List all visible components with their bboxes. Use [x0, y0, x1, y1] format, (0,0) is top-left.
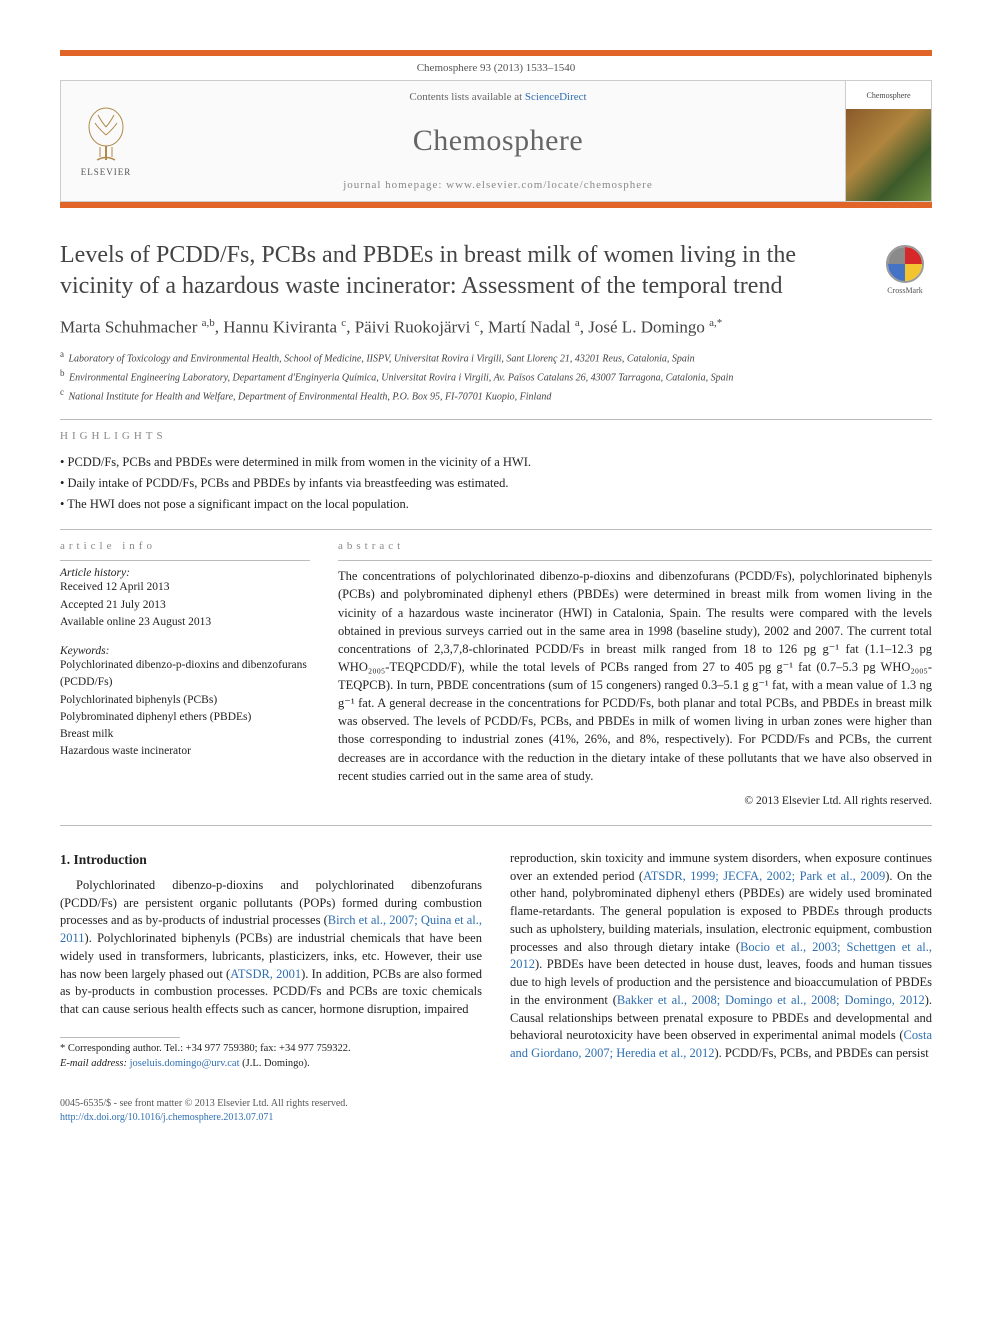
highlight-item: PCDD/Fs, PCBs and PBDEs were determined … — [60, 452, 932, 473]
highlights-label: highlights — [60, 430, 932, 442]
publisher-name: ELSEVIER — [81, 167, 132, 177]
corresponding-footnote: * Corresponding author. Tel.: +34 977 75… — [60, 1042, 482, 1071]
crossmark-badge[interactable]: CrossMark — [878, 244, 932, 301]
history-label: Article history: — [60, 567, 310, 579]
doi-link[interactable]: http://dx.doi.org/10.1016/j.chemosphere.… — [60, 1112, 273, 1123]
bottom-meta: 0045-6535/$ - see front matter © 2013 El… — [60, 1097, 932, 1125]
crossmark-label: CrossMark — [887, 286, 923, 295]
highlight-item: The HWI does not pose a significant impa… — [60, 494, 932, 515]
contents-prefix: Contents lists available at — [409, 91, 524, 103]
journal-cover-thumbnail: Chemosphere — [845, 81, 931, 201]
contents-line: Contents lists available at ScienceDirec… — [151, 91, 845, 103]
history-lines: Received 12 April 2013Accepted 21 July 2… — [60, 579, 310, 631]
highlight-item: Daily intake of PCDD/Fs, PCBs and PBDEs … — [60, 473, 932, 494]
homepage-prefix: journal homepage: — [343, 179, 446, 191]
abstract-copyright: © 2013 Elsevier Ltd. All rights reserved… — [338, 795, 932, 807]
affiliations: a Laboratory of Toxicology and Environme… — [60, 348, 932, 404]
journal-name: Chemosphere — [151, 124, 845, 158]
article-title: Levels of PCDD/Fs, PCBs and PBDEs in bre… — [60, 240, 860, 301]
sciencedirect-link[interactable]: ScienceDirect — [525, 91, 587, 103]
keywords-label: Keywords: — [60, 645, 310, 657]
authors-line: Marta Schuhmacher a,b, Hannu Kiviranta c… — [60, 317, 932, 338]
intro-heading: 1. Introduction — [60, 850, 482, 869]
keywords-list: Polychlorinated dibenzo-p-dioxins and di… — [60, 657, 310, 761]
top-citation: Chemosphere 93 (2013) 1533–1540 — [60, 56, 932, 80]
citation[interactable]: Bocio et al., 2003; Schettgen et al., 20… — [510, 940, 932, 972]
citation[interactable]: Bakker et al., 2008; Domingo et al., 200… — [617, 993, 925, 1007]
email-who: (J.L. Domingo). — [242, 1058, 310, 1069]
elsevier-tree-icon — [81, 105, 131, 165]
corr-author-line: * Corresponding author. Tel.: +34 977 75… — [60, 1042, 482, 1057]
email-label: E-mail address: — [60, 1058, 127, 1069]
article-info-heading: article info — [60, 540, 310, 552]
highlights-list: PCDD/Fs, PCBs and PBDEs were determined … — [60, 452, 932, 516]
citation[interactable]: ATSDR, 1999; JECFA, 2002; Park et al., 2… — [643, 869, 885, 883]
homepage-url[interactable]: www.elsevier.com/locate/chemosphere — [446, 179, 653, 191]
front-matter-line: 0045-6535/$ - see front matter © 2013 El… — [60, 1097, 932, 1111]
elsevier-logo: ELSEVIER — [61, 81, 151, 201]
journal-header: ELSEVIER Contents lists available at Sci… — [60, 80, 932, 202]
citation[interactable]: ATSDR, 2001 — [230, 967, 301, 981]
intro-para-1: Polychlorinated dibenzo-p-dioxins and po… — [60, 877, 482, 1019]
cover-title: Chemosphere — [846, 81, 931, 109]
citation[interactable]: Birch et al., 2007; Quina et al., 2011 — [60, 913, 482, 945]
citation[interactable]: Costa and Giordano, 2007; Heredia et al.… — [510, 1028, 932, 1060]
abstract-text: The concentrations of polychlorinated di… — [338, 567, 932, 785]
homepage-line: journal homepage: www.elsevier.com/locat… — [151, 179, 845, 191]
intro-para-2: reproduction, skin toxicity and immune s… — [510, 850, 932, 1063]
abstract-heading: abstract — [338, 540, 932, 552]
corr-email-link[interactable]: joseluis.domingo@urv.cat — [130, 1058, 240, 1069]
crossmark-icon — [885, 244, 925, 284]
